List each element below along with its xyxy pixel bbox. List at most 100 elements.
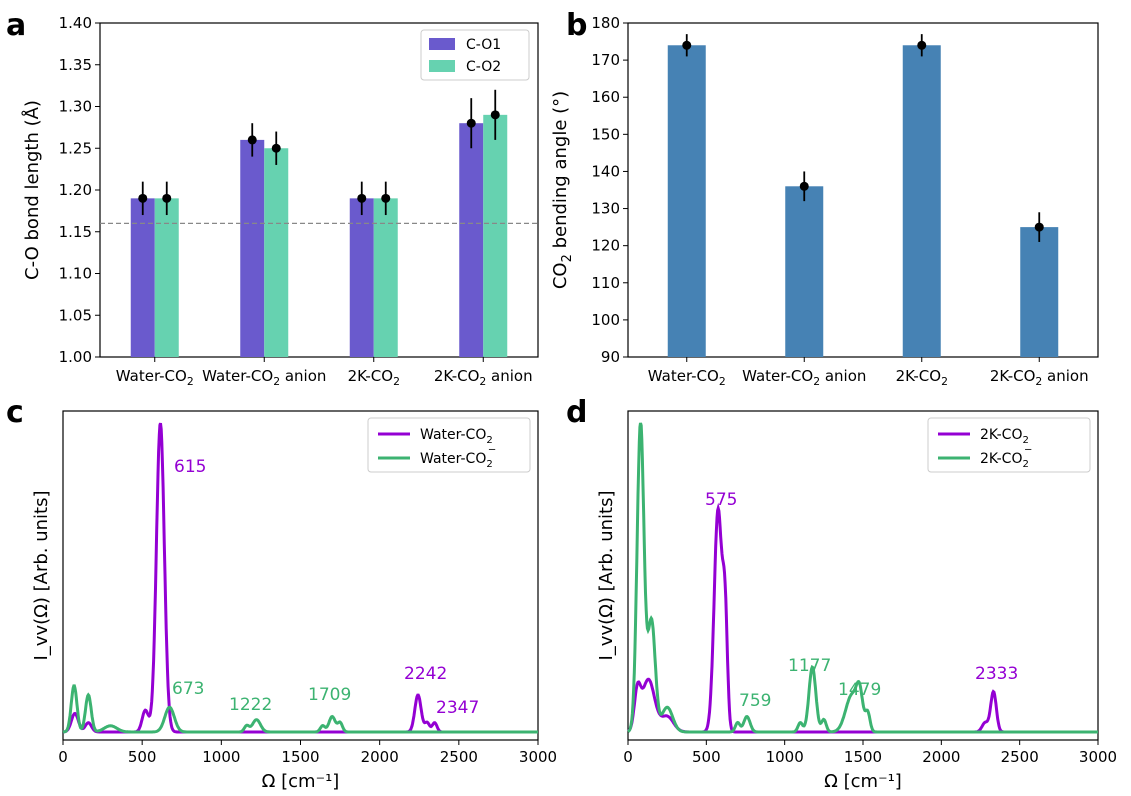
peak-annotation: 1709	[308, 685, 351, 705]
x-tick-label: 1500	[281, 748, 319, 766]
y-tick-label: 1.15	[59, 223, 92, 241]
y-axis-label: C-O bond length (Å)	[21, 100, 43, 280]
legend-label-main: Water-CO	[420, 451, 486, 467]
y-tick-label: 160	[591, 88, 620, 106]
y-axis-label: CO2 bending angle (°)	[550, 91, 575, 289]
x-tick-label-main: 2K-CO	[348, 367, 394, 385]
y-tick-label: 180	[591, 14, 620, 32]
y-tick-label: 1.25	[59, 139, 92, 157]
panel-label-a: a	[6, 8, 26, 43]
data-point	[917, 40, 927, 50]
y-tick-label: 140	[591, 162, 620, 180]
legend-label-sub: 2	[1022, 435, 1028, 446]
legend-label: Water-CO2​	[420, 427, 493, 446]
data-point	[271, 143, 281, 153]
legend-label-sub: 2	[486, 435, 492, 446]
y-tick-label: 1.40	[59, 14, 92, 32]
spectrum-line	[627, 422, 1098, 734]
data-point	[138, 193, 148, 203]
water-spectrum-panel: 0 500 1000 1500 2000 2500 3000 Ω [cm⁻¹] I_vv(Ω) …	[31, 410, 557, 792]
y-axis-label-post: bending angle (°)	[550, 91, 571, 254]
x-tick-label-main: Water-CO	[648, 367, 719, 385]
x-tick-label: 500	[692, 748, 721, 766]
x-tick-label: 2K-CO2 anion	[990, 367, 1089, 388]
x-tick-label-sub: 2	[813, 375, 820, 388]
bar	[373, 198, 398, 357]
x-tick-label: 0	[623, 748, 633, 766]
x-tick-label: 2K-CO2​	[348, 367, 400, 388]
x-tick-label-sub: 2	[187, 375, 194, 388]
y-tick-label: 170	[591, 51, 620, 69]
x-tick-label: 1500	[844, 748, 882, 766]
y-tick-label: 1.05	[59, 306, 92, 324]
bar	[459, 123, 484, 357]
y-tick-label: 1.35	[59, 56, 92, 74]
x-tick-label: Water-CO2 anion	[742, 367, 866, 388]
x-tick-label-main: 2K-CO	[896, 367, 942, 385]
peak-annotation: 2242	[404, 664, 447, 684]
x-tick-label: 2500	[1001, 748, 1039, 766]
legend-label: 2K-CO2​	[980, 427, 1029, 446]
x-tick-label-sub: 2	[273, 375, 280, 388]
data-point	[1034, 222, 1044, 232]
peak-annotation: 615	[174, 457, 206, 477]
x-tick-label-sub: 2	[1035, 375, 1042, 388]
legend-label: C-O2	[466, 59, 501, 75]
legend-label-sub: 2	[1022, 459, 1028, 470]
legend-label-sup: −	[1024, 445, 1032, 456]
x-tick-label: 2000	[922, 748, 960, 766]
y-tick-label: 120	[591, 237, 620, 255]
y-tick-label: 110	[591, 274, 620, 292]
bar	[1020, 227, 1059, 357]
data-point	[466, 118, 476, 128]
x-tick-label-post: anion	[1042, 367, 1088, 385]
x-tick-label: 2K-CO2​	[896, 367, 948, 388]
plot-frame	[627, 22, 1099, 358]
x-tick-label: Water-CO2 anion	[202, 367, 326, 388]
bar	[240, 139, 265, 357]
data-point	[682, 40, 692, 50]
data-point	[799, 181, 809, 191]
x-axis-label: Ω [cm⁻¹]	[262, 771, 340, 792]
x-tick-label: 2K-CO2 anion	[434, 367, 533, 388]
y-tick-label: 1.20	[59, 181, 92, 199]
x-tick-label: 2000	[361, 748, 399, 766]
panel-label-d: d	[566, 395, 587, 430]
bar	[349, 198, 374, 357]
spectrum-line	[62, 684, 538, 734]
x-tick-label: 3000	[519, 748, 557, 766]
peak-annotation: 1479	[838, 680, 881, 700]
legend-label: C-O1	[466, 37, 501, 53]
x-tick-label-main: 2K-CO	[434, 367, 480, 385]
legend-label-main: Water-CO	[420, 427, 486, 443]
x-tick-label-post: anion	[820, 367, 866, 385]
legend-label-sub: 2	[486, 459, 492, 470]
x-tick-label: 1000	[766, 748, 804, 766]
y-tick-label: 130	[591, 200, 620, 218]
x-tick-label: 0	[58, 748, 68, 766]
bar	[264, 148, 289, 357]
y-axis-label-main: CO	[550, 262, 571, 289]
x-tick-label: Water-CO2​	[648, 367, 726, 388]
x-tick-label-main: Water-CO	[742, 367, 813, 385]
y-tick-label: 90	[601, 348, 620, 366]
peak-annotation: 2347	[436, 698, 479, 718]
x-tick-label-sub: 2	[941, 375, 948, 388]
legend-swatch	[429, 60, 455, 72]
x-tick-label-sub: 2	[719, 375, 726, 388]
bar	[785, 186, 824, 357]
y-tick-label: 1.10	[59, 265, 92, 283]
y-tick-label: 1.30	[59, 98, 92, 116]
legend-label-main: 2K-CO	[980, 427, 1022, 443]
x-tick-label: Water-CO2​	[116, 367, 194, 388]
legend-label: 2K-CO2​−	[980, 445, 1032, 470]
data-point	[381, 193, 391, 203]
peak-annotation: 673	[172, 679, 204, 699]
legend-label-sup: −	[488, 445, 496, 456]
x-tick-label-sub: 2	[479, 375, 486, 388]
x-tick-label-main: Water-CO	[116, 367, 187, 385]
legend-label-main: 2K-CO	[980, 451, 1022, 467]
x-tick-label: 3000	[1079, 748, 1117, 766]
